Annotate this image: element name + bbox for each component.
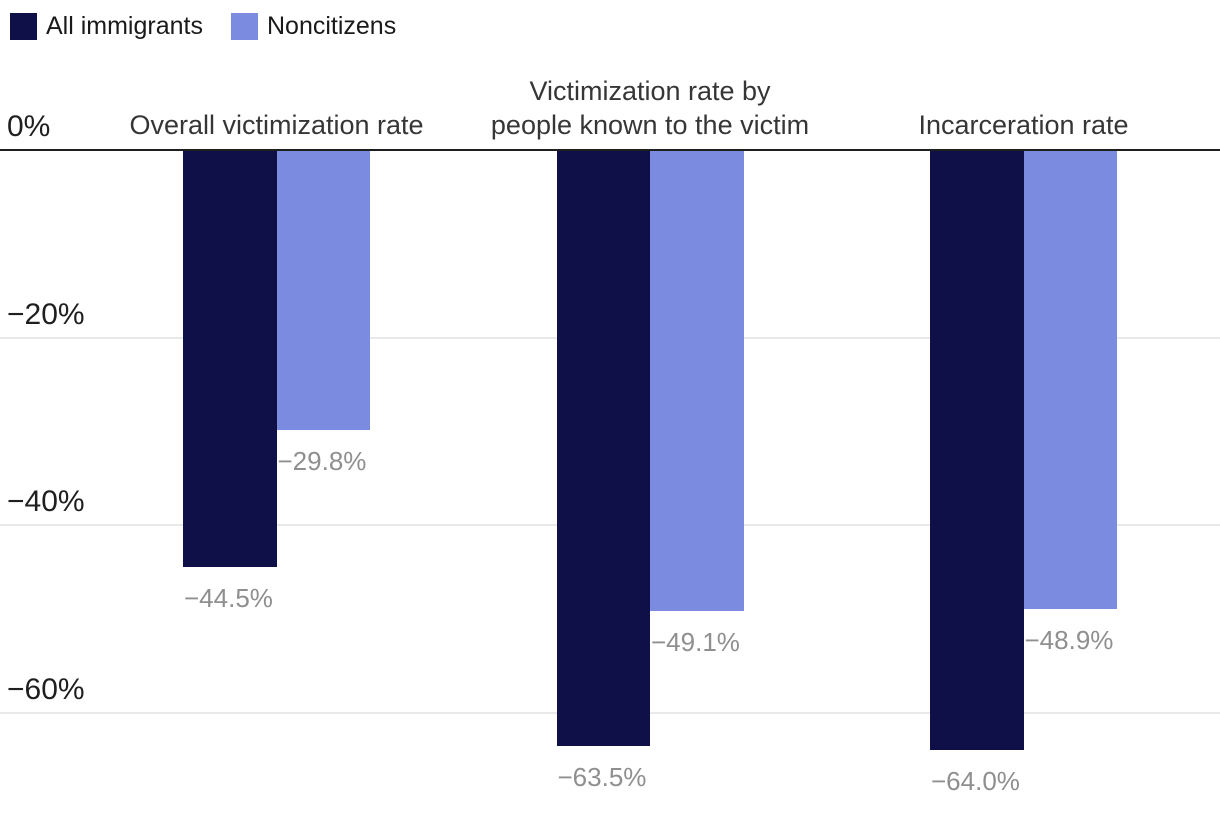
bar-value-label: −49.1% [651,626,740,657]
y-axis-tick-label: −60% [7,672,85,706]
y-axis-tick-label: −40% [7,485,85,519]
legend-label: All immigrants [46,12,203,40]
chart-legend: All immigrants Noncitizens [10,12,396,41]
bar-all-immigrants [556,150,650,746]
bar-noncitizens [276,150,370,430]
bar-noncitizens [650,150,744,611]
legend-label: Noncitizens [266,12,397,40]
bar-value-label: −29.8% [277,445,367,476]
zero-axis-line [0,149,1220,151]
bar-all-immigrants [930,150,1024,751]
bar-noncitizens [1023,150,1117,609]
legend-swatch-all-immigrants [10,13,37,40]
y-axis-tick-label: 0% [7,110,51,143]
y-axis-tick-label: −20% [7,297,85,331]
legend-item: All immigrants [10,12,203,41]
bar-all-immigrants [183,150,277,568]
category-title: Incarceration rate [918,110,1129,140]
bar-value-label: −63.5% [557,761,647,792]
category-title: Victimization rate by people known to th… [490,76,810,140]
bar-value-label: −48.9% [1024,624,1114,655]
bar-value-label: −44.5% [184,583,273,614]
bar-value-label: −64.0% [931,766,1020,797]
legend-item: Noncitizens [230,12,397,41]
legend-swatch-noncitizens [230,13,258,40]
category-title: Overall victimization rate [129,110,424,140]
